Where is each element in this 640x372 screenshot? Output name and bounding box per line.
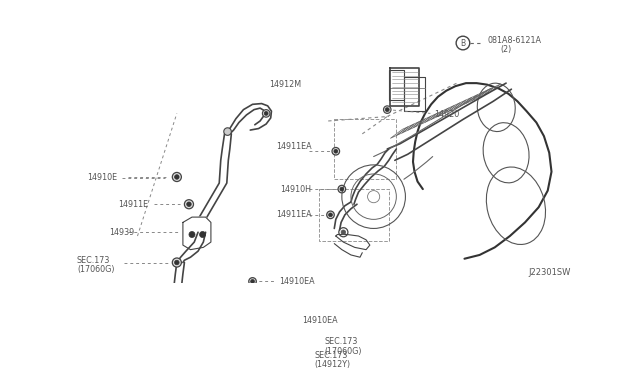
Text: 14911EA: 14911EA bbox=[276, 210, 312, 219]
Text: SEC.173: SEC.173 bbox=[324, 337, 358, 346]
Text: (14912Y): (14912Y) bbox=[315, 360, 351, 369]
Text: J22301SW: J22301SW bbox=[529, 268, 571, 277]
Text: 14911E: 14911E bbox=[118, 200, 148, 209]
Circle shape bbox=[200, 231, 205, 238]
Circle shape bbox=[338, 185, 346, 193]
Circle shape bbox=[172, 258, 181, 267]
Text: SEC.173: SEC.173 bbox=[77, 256, 110, 265]
Bar bbox=[334, 119, 396, 179]
Text: 14910EA: 14910EA bbox=[279, 277, 315, 286]
Circle shape bbox=[175, 175, 179, 179]
Text: 14910EA: 14910EA bbox=[301, 316, 337, 325]
Circle shape bbox=[184, 200, 193, 209]
Text: 081A8-6121A: 081A8-6121A bbox=[487, 36, 541, 45]
Circle shape bbox=[292, 344, 296, 349]
Text: 14920: 14920 bbox=[434, 110, 460, 119]
Polygon shape bbox=[183, 217, 211, 250]
Text: 14912M: 14912M bbox=[269, 80, 301, 89]
Circle shape bbox=[264, 112, 268, 115]
Circle shape bbox=[187, 202, 191, 206]
Text: (17060G): (17060G) bbox=[324, 347, 362, 356]
Circle shape bbox=[326, 211, 334, 219]
Circle shape bbox=[290, 342, 299, 351]
Circle shape bbox=[224, 128, 231, 135]
Circle shape bbox=[251, 279, 255, 283]
Circle shape bbox=[340, 187, 344, 191]
Circle shape bbox=[383, 106, 391, 113]
Text: SEC.173: SEC.173 bbox=[315, 351, 348, 360]
Text: 14911EA: 14911EA bbox=[276, 142, 312, 151]
Text: 14939: 14939 bbox=[109, 228, 134, 237]
Circle shape bbox=[328, 213, 332, 217]
Text: 14910H: 14910H bbox=[280, 185, 312, 193]
Circle shape bbox=[272, 319, 276, 323]
Circle shape bbox=[175, 260, 179, 265]
Circle shape bbox=[262, 110, 270, 117]
Text: 14910E: 14910E bbox=[88, 173, 118, 182]
Circle shape bbox=[189, 231, 195, 238]
Circle shape bbox=[341, 230, 346, 234]
Text: B: B bbox=[460, 39, 465, 48]
Circle shape bbox=[332, 147, 340, 155]
Text: (17060G): (17060G) bbox=[77, 265, 115, 274]
Circle shape bbox=[270, 317, 278, 325]
Circle shape bbox=[249, 278, 257, 285]
Circle shape bbox=[172, 173, 181, 182]
Bar bbox=[319, 189, 388, 241]
Circle shape bbox=[334, 150, 338, 153]
Text: (2): (2) bbox=[500, 45, 512, 54]
Circle shape bbox=[385, 108, 389, 112]
